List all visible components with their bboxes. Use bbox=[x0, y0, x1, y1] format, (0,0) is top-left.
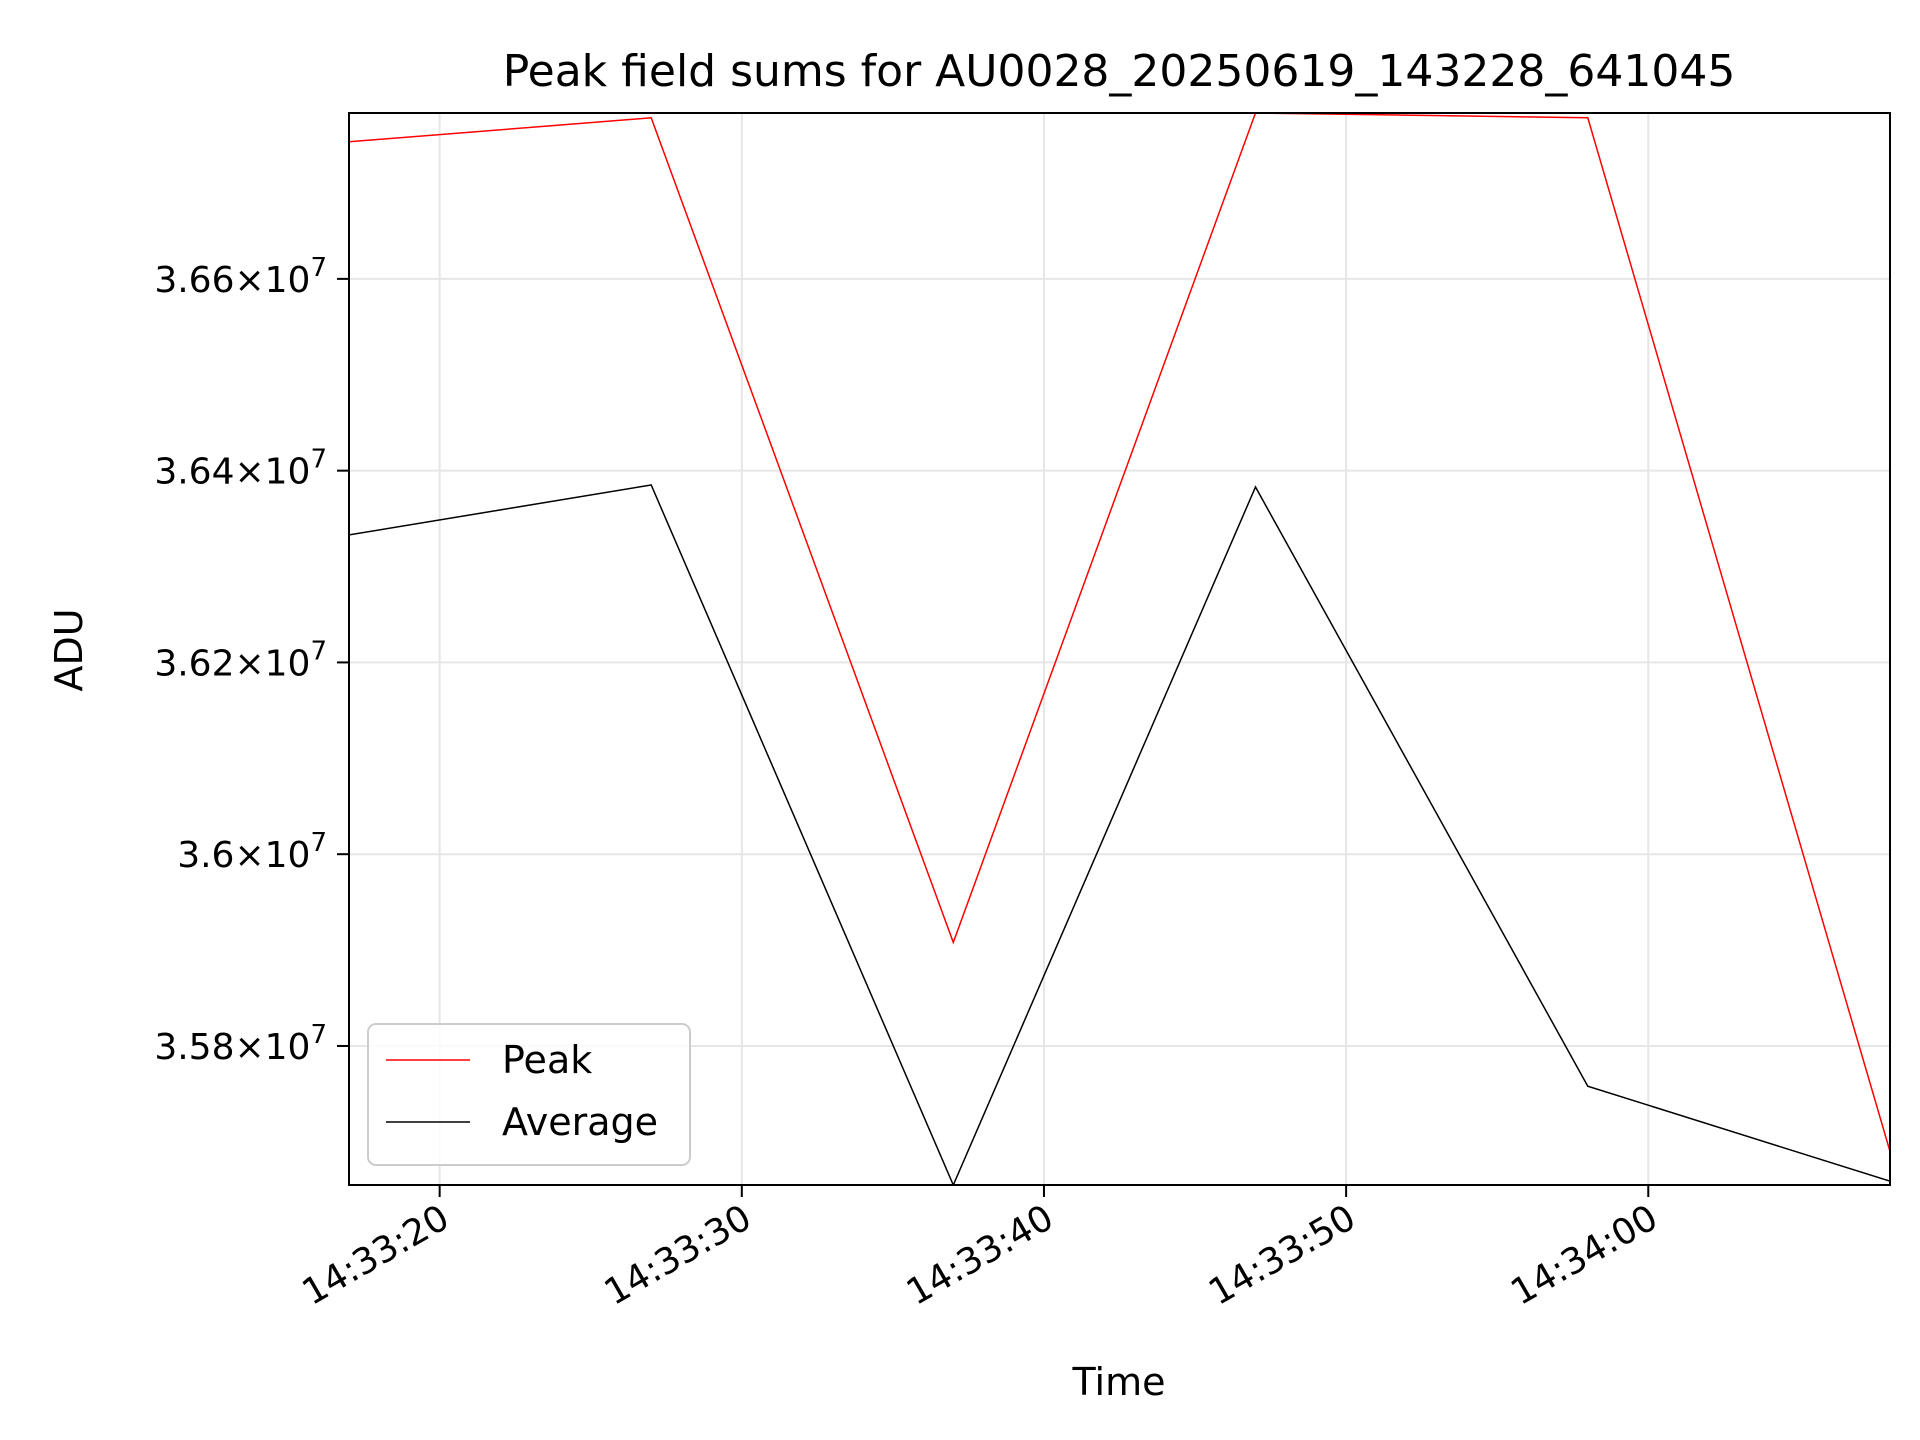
y-axis-label: ADU bbox=[47, 608, 91, 691]
y-tick-exponent: 7 bbox=[310, 636, 327, 666]
y-tick-mantissa: 3.62 bbox=[154, 643, 234, 684]
y-tick-exponent: 7 bbox=[310, 253, 327, 283]
y-tick-mantissa: 3.66 bbox=[154, 260, 234, 301]
y-tick-exponent: 7 bbox=[310, 828, 327, 858]
y-tick-exponent: 7 bbox=[310, 1020, 327, 1050]
chart-title: Peak field sums for AU0028_20250619_1432… bbox=[503, 46, 1736, 97]
y-tick-label: 3.62×107 bbox=[154, 636, 327, 684]
series-line-peak bbox=[349, 113, 1890, 1152]
y-tick-label: 3.58×107 bbox=[154, 1020, 327, 1068]
y-tick-mantissa: 3.64 bbox=[154, 452, 234, 493]
grid-lines bbox=[349, 113, 1890, 1185]
x-axis-label: Time bbox=[1072, 1360, 1166, 1404]
y-tick-mantissa: 3.58 bbox=[154, 1027, 234, 1068]
series-line-average bbox=[349, 484, 1890, 1185]
legend: Peak Average bbox=[367, 1023, 691, 1166]
y-tick-label: 3.6×107 bbox=[177, 828, 327, 876]
legend-label-average: Average bbox=[502, 1100, 658, 1144]
series-layer bbox=[349, 113, 1890, 1185]
y-tick-label: 3.64×107 bbox=[154, 445, 327, 493]
y-tick-label: 3.66×107 bbox=[154, 253, 327, 301]
y-tick-exponent: 7 bbox=[310, 445, 327, 475]
plot-frame bbox=[348, 112, 1891, 1186]
legend-label-peak: Peak bbox=[502, 1038, 592, 1082]
y-tick-mantissa: 3.6 bbox=[177, 835, 234, 876]
y-axis: 3.58×107 3.6×107 3.62×107 3.64×107 3.66×107 bbox=[154, 253, 349, 1068]
